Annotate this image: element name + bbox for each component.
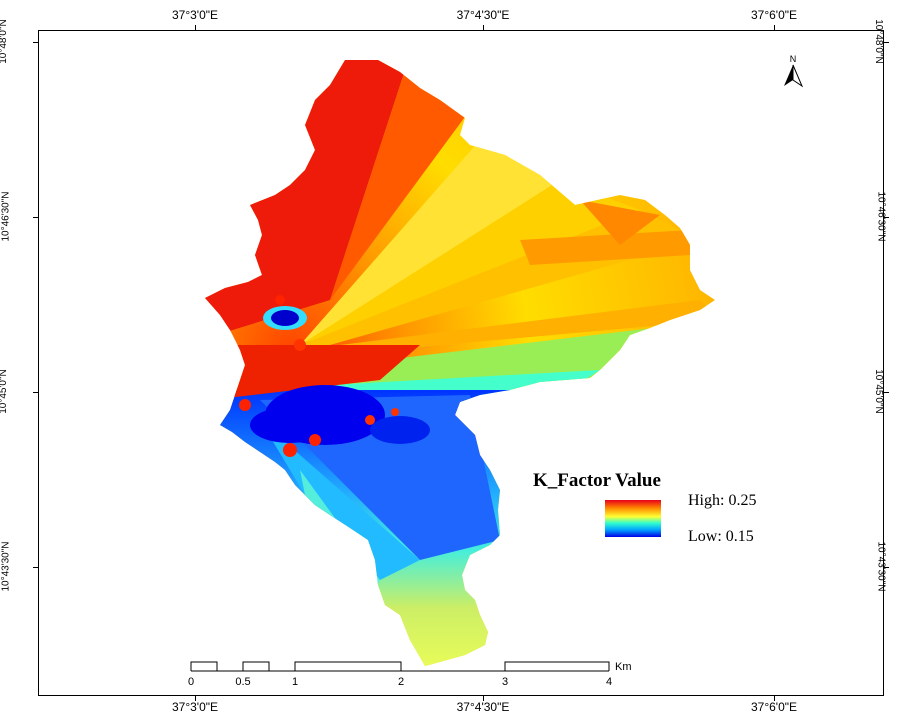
tick-mark: [195, 25, 196, 30]
north-label: N: [790, 54, 797, 64]
top-lon-label: 37°3'0"E: [171, 8, 219, 22]
tick-mark: [774, 696, 775, 701]
scale-label: 2: [397, 676, 405, 688]
tick-mark: [483, 25, 484, 30]
north-arrow-icon: N: [778, 52, 808, 92]
tick-mark: [33, 217, 38, 218]
tick-mark: [774, 25, 775, 30]
tick-mark: [195, 696, 196, 701]
tick-mark: [884, 42, 889, 43]
legend-color-ramp: [605, 500, 661, 537]
tick-mark: [884, 567, 889, 568]
scale-label: 4: [605, 676, 613, 688]
bottom-lon-label: 37°6'0"E: [750, 700, 798, 714]
scale-label: 0: [187, 676, 195, 688]
scale-label: 3: [501, 676, 509, 688]
map-frame: [38, 30, 884, 696]
legend-title: K_Factor Value: [533, 470, 661, 491]
tick-mark: [483, 696, 484, 701]
tick-mark: [884, 392, 889, 393]
tick-mark: [33, 567, 38, 568]
legend-high-label: High: 0.25: [688, 492, 757, 509]
bottom-lon-label: 37°4'30"E: [456, 700, 510, 714]
bottom-lon-label: 37°3'0"E: [171, 700, 219, 714]
top-lon-label: 37°6'0"E: [750, 8, 798, 22]
legend-low-label: Low: 0.15: [688, 528, 754, 545]
scale-label: 0.5: [235, 676, 251, 688]
top-lon-label: 37°4'30"E: [456, 8, 510, 22]
tick-mark: [33, 392, 38, 393]
tick-mark: [884, 217, 889, 218]
scale-label: 1: [291, 676, 299, 688]
scale-unit: Km: [615, 661, 632, 673]
tick-mark: [33, 42, 38, 43]
